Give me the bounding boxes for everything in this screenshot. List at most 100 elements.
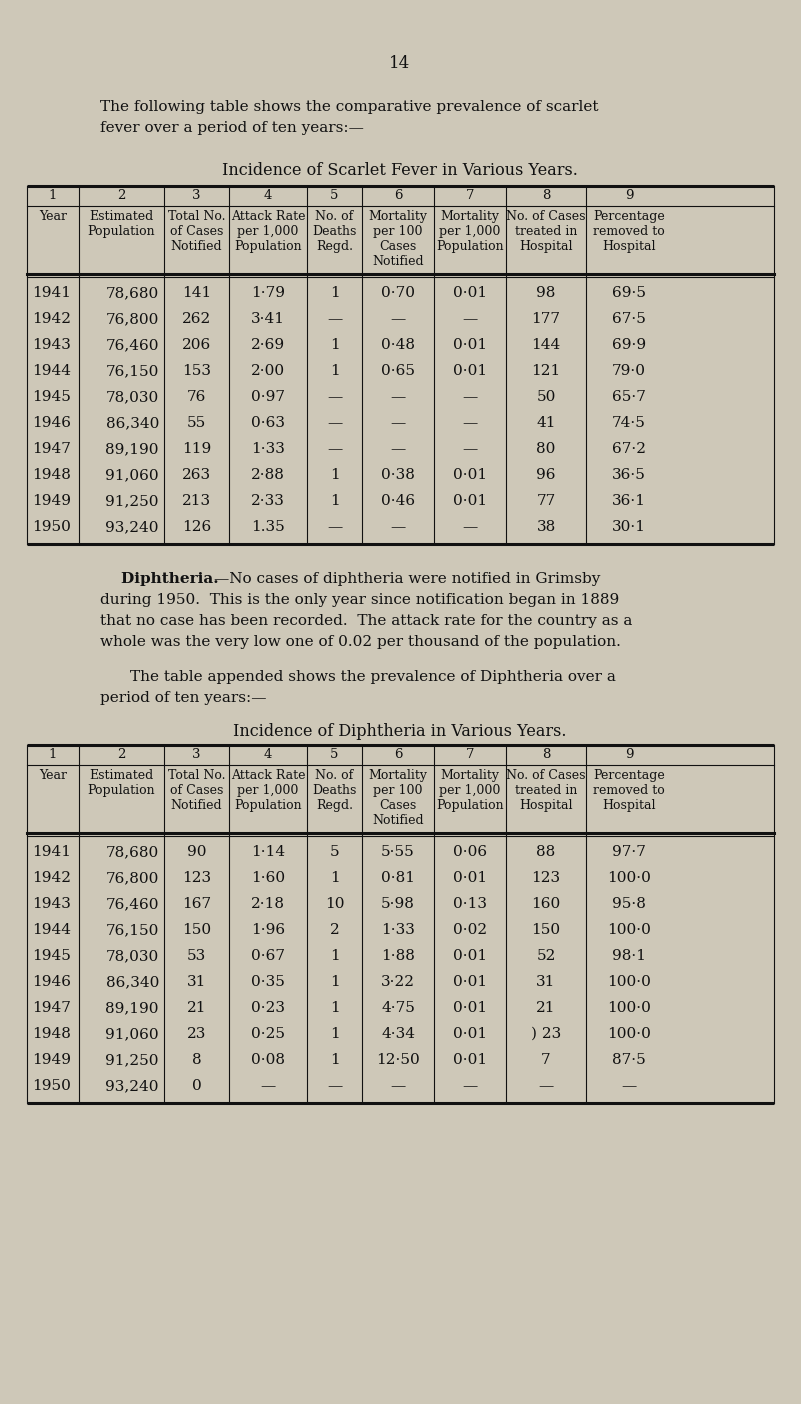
Text: 6: 6 <box>394 748 402 761</box>
Text: 144: 144 <box>531 338 561 352</box>
Text: 76,800: 76,800 <box>106 870 159 885</box>
Text: 65·7: 65·7 <box>612 390 646 404</box>
Text: 7: 7 <box>465 748 474 761</box>
Text: 0·08: 0·08 <box>251 1053 285 1067</box>
Text: 0·01: 0·01 <box>453 870 487 885</box>
Text: 1942: 1942 <box>32 870 71 885</box>
Text: 160: 160 <box>531 897 561 911</box>
Text: 9: 9 <box>625 190 634 202</box>
Text: —: — <box>538 1080 553 1092</box>
Text: Year: Year <box>39 769 67 782</box>
Text: 14: 14 <box>389 55 411 72</box>
Text: 5: 5 <box>330 845 340 859</box>
Text: 1.35: 1.35 <box>252 519 285 534</box>
Text: 2: 2 <box>117 190 126 202</box>
Text: 1941: 1941 <box>32 845 71 859</box>
Text: —: — <box>462 1080 477 1092</box>
Text: 55: 55 <box>187 416 206 430</box>
Text: Year: Year <box>39 211 67 223</box>
Text: 1: 1 <box>330 468 340 482</box>
Text: No. of Cases
treated in
Hospital: No. of Cases treated in Hospital <box>506 769 586 812</box>
Text: —: — <box>622 1080 637 1092</box>
Text: —: — <box>390 1080 405 1092</box>
Text: 91,250: 91,250 <box>106 494 159 508</box>
Text: 93,240: 93,240 <box>106 1080 159 1092</box>
Text: 0·01: 0·01 <box>453 286 487 300</box>
Text: Percentage
removed to
Hospital: Percentage removed to Hospital <box>593 211 665 253</box>
Text: 3: 3 <box>192 748 201 761</box>
Text: Total No.
of Cases
Notified: Total No. of Cases Notified <box>167 769 225 812</box>
Text: 0·01: 0·01 <box>453 494 487 508</box>
Text: 1: 1 <box>49 190 57 202</box>
Text: 0·48: 0·48 <box>381 338 415 352</box>
Text: —: — <box>327 416 342 430</box>
Text: Incidence of Scarlet Fever in Various Years.: Incidence of Scarlet Fever in Various Ye… <box>222 161 578 178</box>
Text: 0·46: 0·46 <box>381 494 415 508</box>
Text: 87·5: 87·5 <box>612 1053 646 1067</box>
Text: 1946: 1946 <box>32 974 71 988</box>
Text: 10: 10 <box>324 897 344 911</box>
Text: 0·13: 0·13 <box>453 897 487 911</box>
Text: 8: 8 <box>191 1053 201 1067</box>
Text: 89,190: 89,190 <box>106 442 159 456</box>
Text: 67·5: 67·5 <box>612 312 646 326</box>
Text: 50: 50 <box>537 390 556 404</box>
Text: 4: 4 <box>264 190 272 202</box>
Text: 1: 1 <box>330 494 340 508</box>
Text: 126: 126 <box>182 519 211 534</box>
Text: 5: 5 <box>330 748 339 761</box>
Text: 91,060: 91,060 <box>106 1026 159 1040</box>
Text: 1949: 1949 <box>32 494 71 508</box>
Text: 6: 6 <box>394 190 402 202</box>
Text: Incidence of Diphtheria in Various Years.: Incidence of Diphtheria in Various Years… <box>233 723 567 740</box>
Text: 1: 1 <box>330 870 340 885</box>
Text: 1950: 1950 <box>32 1080 70 1092</box>
Text: 150: 150 <box>182 922 211 936</box>
Text: 263: 263 <box>182 468 211 482</box>
Text: 7: 7 <box>465 190 474 202</box>
Text: 69·9: 69·9 <box>612 338 646 352</box>
Text: 1: 1 <box>330 1001 340 1015</box>
Text: 8: 8 <box>541 190 550 202</box>
Text: 4: 4 <box>264 748 272 761</box>
Text: 2·18: 2·18 <box>251 897 285 911</box>
Text: 3·22: 3·22 <box>381 974 415 988</box>
Text: —: — <box>390 312 405 326</box>
Text: 21: 21 <box>187 1001 206 1015</box>
Text: Attack Rate
per 1,000
Population: Attack Rate per 1,000 Population <box>231 211 305 253</box>
Text: Mortality
per 1,000
Population: Mortality per 1,000 Population <box>437 769 504 812</box>
Text: 0·01: 0·01 <box>453 1001 487 1015</box>
Text: 91,060: 91,060 <box>106 468 159 482</box>
Text: 213: 213 <box>182 494 211 508</box>
Text: —: — <box>462 312 477 326</box>
Text: 86,340: 86,340 <box>106 974 159 988</box>
Text: 1941: 1941 <box>32 286 71 300</box>
Text: 1948: 1948 <box>32 1026 70 1040</box>
Text: 1944: 1944 <box>32 922 71 936</box>
Text: 23: 23 <box>187 1026 206 1040</box>
Text: that no case has been recorded.  The attack rate for the country as a: that no case has been recorded. The atta… <box>100 614 632 628</box>
Text: 8: 8 <box>541 748 550 761</box>
Text: —No cases of diphtheria were notified in Grimsby: —No cases of diphtheria were notified in… <box>214 571 601 585</box>
Text: 2·88: 2·88 <box>251 468 285 482</box>
Text: 30·1: 30·1 <box>612 519 646 534</box>
Text: 177: 177 <box>532 312 561 326</box>
Text: 1946: 1946 <box>32 416 71 430</box>
Text: 7: 7 <box>541 1053 551 1067</box>
Text: 1: 1 <box>330 1026 340 1040</box>
Text: 0·35: 0·35 <box>251 974 285 988</box>
Text: 88: 88 <box>537 845 556 859</box>
Text: —: — <box>462 416 477 430</box>
Text: 1: 1 <box>330 286 340 300</box>
Text: Mortality
per 100
Cases
Notified: Mortality per 100 Cases Notified <box>368 769 428 827</box>
Text: period of ten years:—: period of ten years:— <box>100 691 267 705</box>
Text: 1·33: 1·33 <box>251 442 285 456</box>
Text: 153: 153 <box>182 364 211 378</box>
Text: Estimated
Population: Estimated Population <box>87 769 155 797</box>
Text: 1·14: 1·14 <box>251 845 285 859</box>
Text: 76,150: 76,150 <box>106 922 159 936</box>
Text: 5·98: 5·98 <box>381 897 415 911</box>
Text: 0·67: 0·67 <box>251 949 285 963</box>
Text: 1950: 1950 <box>32 519 70 534</box>
Text: during 1950.  This is the only year since notification began in 1889: during 1950. This is the only year since… <box>100 592 619 607</box>
